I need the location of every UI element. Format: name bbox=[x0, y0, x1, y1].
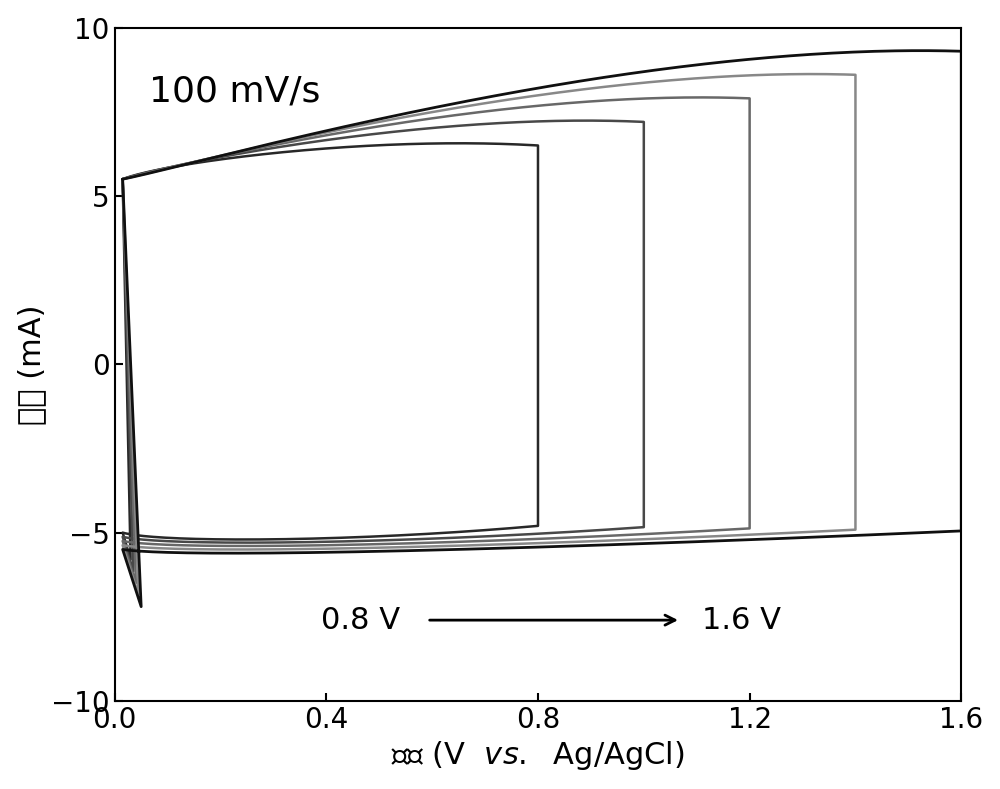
Y-axis label: 电流 (mA): 电流 (mA) bbox=[17, 304, 46, 424]
X-axis label: 电压 (V  $vs.$  Ag/AgCl): 电压 (V $vs.$ Ag/AgCl) bbox=[391, 739, 685, 772]
Text: 100 mV/s: 100 mV/s bbox=[149, 75, 320, 109]
Text: 1.6 V: 1.6 V bbox=[702, 606, 781, 634]
Text: 0.8 V: 0.8 V bbox=[321, 606, 400, 634]
